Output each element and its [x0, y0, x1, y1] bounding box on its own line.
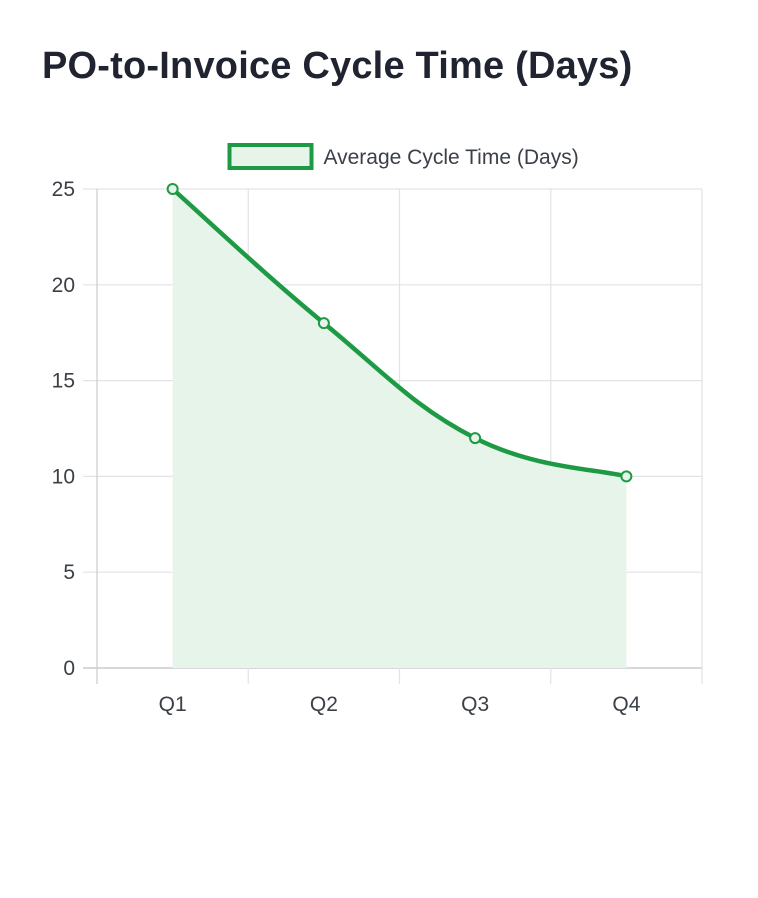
- legend[interactable]: Average Cycle Time (Days): [227, 143, 579, 170]
- y-tick-label: 20: [52, 274, 75, 297]
- legend-swatch: [227, 143, 314, 170]
- page-title: PO-to-Invoice Cycle Time (Days): [42, 45, 633, 87]
- tick-labels: 0 5 10 15 20 25 Q1 Q2 Q3 Q4: [52, 178, 641, 716]
- points-layer: [166, 183, 633, 483]
- data-point[interactable]: [317, 317, 330, 330]
- series-line: [170, 186, 629, 479]
- x-tick-label: Q2: [310, 693, 338, 716]
- y-tick-label: 25: [52, 178, 75, 201]
- data-point[interactable]: [166, 183, 179, 195]
- series-area: [172, 189, 627, 668]
- data-point[interactable]: [620, 470, 633, 483]
- line-layer: [170, 186, 629, 479]
- y-tick-label: 0: [63, 657, 75, 680]
- legend-label: Average Cycle Time (Days): [324, 146, 579, 169]
- y-tick-label: 5: [63, 561, 75, 584]
- x-tick-label: Q1: [159, 693, 187, 716]
- y-tick-label: 15: [52, 370, 75, 393]
- area-layer: [172, 189, 627, 668]
- data-point[interactable]: [469, 432, 482, 445]
- legend-item[interactable]: Average Cycle Time (Days): [227, 143, 579, 170]
- y-tick-label: 10: [52, 465, 75, 488]
- x-tick-label: Q3: [461, 693, 489, 716]
- x-tick-label: Q4: [612, 693, 640, 716]
